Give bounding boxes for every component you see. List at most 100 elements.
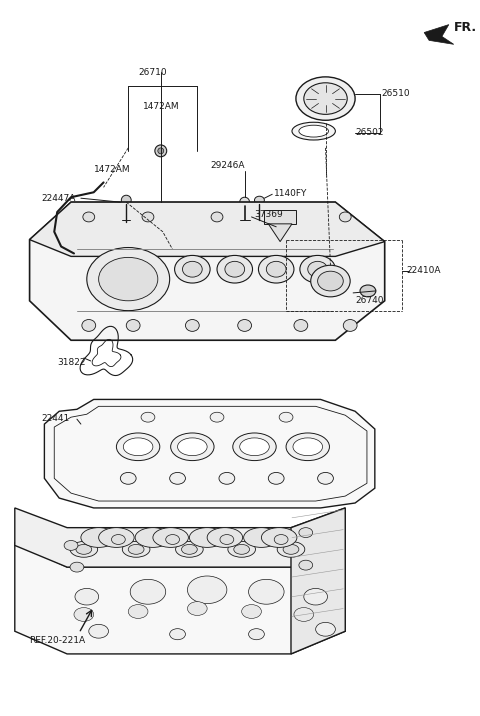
Ellipse shape: [241, 604, 262, 619]
Ellipse shape: [262, 528, 297, 548]
Ellipse shape: [296, 77, 355, 120]
Ellipse shape: [254, 196, 264, 204]
Text: 37369: 37369: [254, 210, 283, 219]
Ellipse shape: [128, 604, 148, 619]
Text: 26710: 26710: [138, 68, 167, 77]
Ellipse shape: [178, 438, 207, 455]
Ellipse shape: [123, 438, 153, 455]
Ellipse shape: [64, 541, 78, 551]
Text: 26502: 26502: [355, 128, 384, 137]
Ellipse shape: [279, 412, 293, 422]
Ellipse shape: [82, 319, 96, 332]
Ellipse shape: [225, 261, 245, 277]
Ellipse shape: [207, 528, 243, 548]
Ellipse shape: [182, 261, 202, 277]
Ellipse shape: [121, 195, 131, 205]
Ellipse shape: [238, 319, 252, 332]
Ellipse shape: [175, 256, 210, 283]
Ellipse shape: [277, 541, 305, 557]
Ellipse shape: [187, 601, 207, 616]
Ellipse shape: [217, 256, 252, 283]
Ellipse shape: [249, 629, 264, 639]
Ellipse shape: [116, 433, 160, 460]
Ellipse shape: [234, 544, 250, 554]
Ellipse shape: [142, 212, 154, 222]
Ellipse shape: [181, 544, 197, 554]
Ellipse shape: [240, 438, 269, 455]
Polygon shape: [264, 210, 296, 224]
Ellipse shape: [76, 544, 92, 554]
Ellipse shape: [244, 528, 279, 548]
Ellipse shape: [211, 212, 223, 222]
Ellipse shape: [81, 528, 116, 548]
Ellipse shape: [120, 473, 136, 484]
Text: 22441: 22441: [41, 415, 70, 423]
Text: 29246A: 29246A: [210, 160, 245, 170]
Ellipse shape: [126, 319, 140, 332]
Ellipse shape: [299, 125, 328, 137]
Ellipse shape: [304, 589, 327, 605]
Ellipse shape: [266, 261, 286, 277]
Ellipse shape: [308, 261, 327, 277]
Ellipse shape: [122, 541, 150, 557]
Ellipse shape: [70, 562, 84, 572]
Ellipse shape: [141, 412, 155, 422]
Ellipse shape: [249, 579, 284, 604]
Ellipse shape: [158, 148, 164, 154]
Ellipse shape: [99, 528, 134, 548]
Text: 22447A: 22447A: [41, 194, 76, 203]
Ellipse shape: [169, 473, 185, 484]
Ellipse shape: [89, 624, 108, 638]
Ellipse shape: [153, 528, 189, 548]
Ellipse shape: [299, 528, 312, 538]
Ellipse shape: [228, 541, 255, 557]
Text: 1472AM: 1472AM: [143, 102, 180, 110]
Polygon shape: [15, 508, 345, 567]
Text: 26510: 26510: [382, 89, 410, 97]
Ellipse shape: [166, 535, 180, 544]
Ellipse shape: [299, 560, 312, 570]
Ellipse shape: [343, 319, 357, 332]
Ellipse shape: [339, 212, 351, 222]
Ellipse shape: [87, 248, 169, 311]
Text: 1140FY: 1140FY: [274, 189, 308, 198]
Ellipse shape: [83, 212, 95, 222]
Ellipse shape: [311, 265, 350, 297]
Ellipse shape: [294, 608, 313, 621]
Polygon shape: [44, 400, 375, 508]
Text: 31822: 31822: [57, 358, 86, 367]
Ellipse shape: [304, 83, 347, 115]
Ellipse shape: [171, 433, 214, 460]
Polygon shape: [268, 220, 288, 233]
Ellipse shape: [316, 622, 336, 637]
Ellipse shape: [70, 541, 97, 557]
Ellipse shape: [210, 412, 224, 422]
Ellipse shape: [185, 319, 199, 332]
Ellipse shape: [292, 122, 336, 140]
Ellipse shape: [187, 576, 227, 604]
Ellipse shape: [233, 433, 276, 460]
Polygon shape: [291, 508, 345, 654]
Ellipse shape: [219, 473, 235, 484]
Ellipse shape: [360, 285, 376, 297]
Ellipse shape: [300, 256, 336, 283]
Ellipse shape: [155, 145, 167, 157]
Ellipse shape: [220, 535, 234, 544]
Polygon shape: [30, 202, 384, 340]
Ellipse shape: [75, 589, 99, 605]
Ellipse shape: [99, 257, 158, 301]
Ellipse shape: [274, 535, 288, 544]
Ellipse shape: [294, 319, 308, 332]
Ellipse shape: [268, 473, 284, 484]
Text: 22410A: 22410A: [407, 266, 441, 275]
Ellipse shape: [258, 256, 294, 283]
Ellipse shape: [169, 629, 185, 639]
Ellipse shape: [74, 608, 94, 621]
Ellipse shape: [130, 579, 166, 604]
Ellipse shape: [280, 212, 292, 222]
Ellipse shape: [176, 541, 203, 557]
Ellipse shape: [293, 438, 323, 455]
Polygon shape: [15, 543, 345, 654]
Polygon shape: [424, 24, 454, 44]
Ellipse shape: [190, 528, 225, 548]
